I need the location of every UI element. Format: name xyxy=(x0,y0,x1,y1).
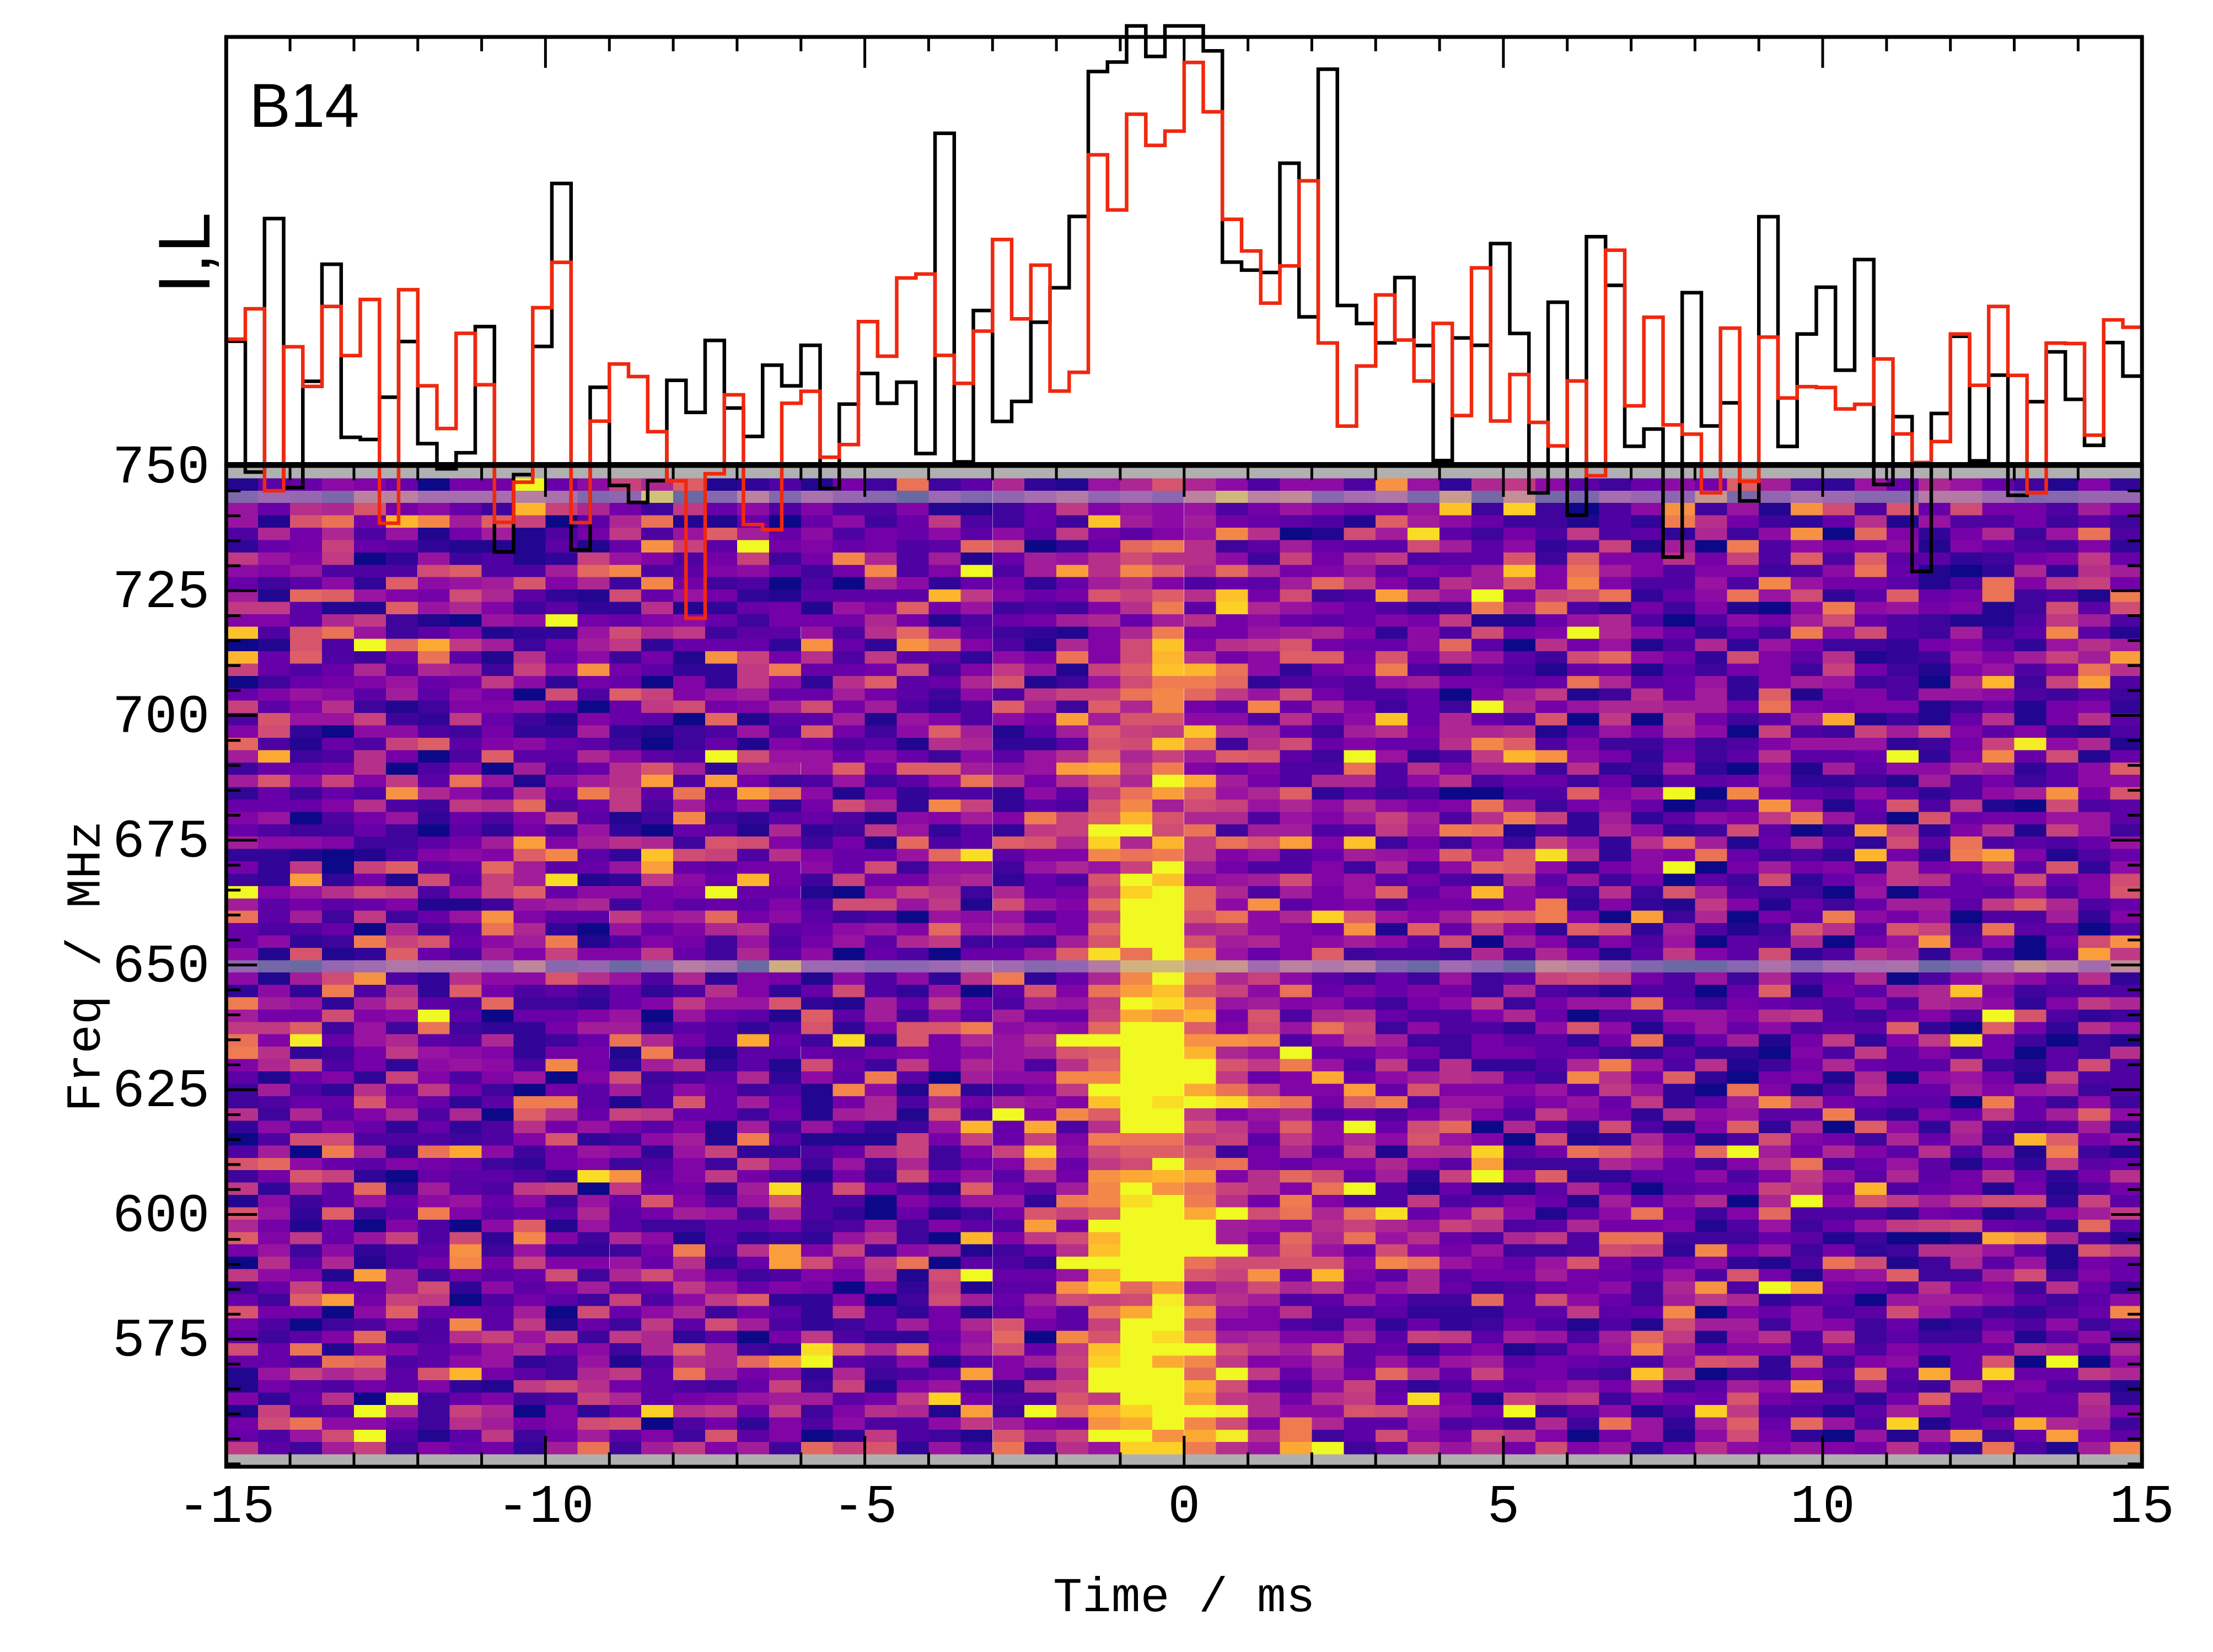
svg-text:15: 15 xyxy=(2109,1477,2174,1538)
svg-text:750: 750 xyxy=(112,438,210,499)
svg-text:Freq / MHz: Freq / MHz xyxy=(60,820,114,1112)
svg-text:5: 5 xyxy=(1487,1477,1519,1538)
svg-text:700: 700 xyxy=(112,688,210,749)
svg-text:I,L: I,L xyxy=(144,212,225,294)
svg-text:-15: -15 xyxy=(178,1477,275,1538)
svg-text:-5: -5 xyxy=(832,1477,898,1538)
svg-text:0: 0 xyxy=(1168,1477,1200,1538)
svg-text:10: 10 xyxy=(1790,1477,1855,1538)
svg-text:-10: -10 xyxy=(497,1477,594,1538)
svg-text:575: 575 xyxy=(112,1311,210,1372)
svg-text:B14: B14 xyxy=(249,71,359,140)
svg-text:625: 625 xyxy=(112,1061,210,1123)
svg-text:650: 650 xyxy=(112,937,210,998)
svg-text:600: 600 xyxy=(112,1187,210,1248)
svg-text:Time / ms: Time / ms xyxy=(1053,1571,1315,1626)
svg-text:675: 675 xyxy=(112,812,210,873)
svg-text:725: 725 xyxy=(112,562,210,624)
